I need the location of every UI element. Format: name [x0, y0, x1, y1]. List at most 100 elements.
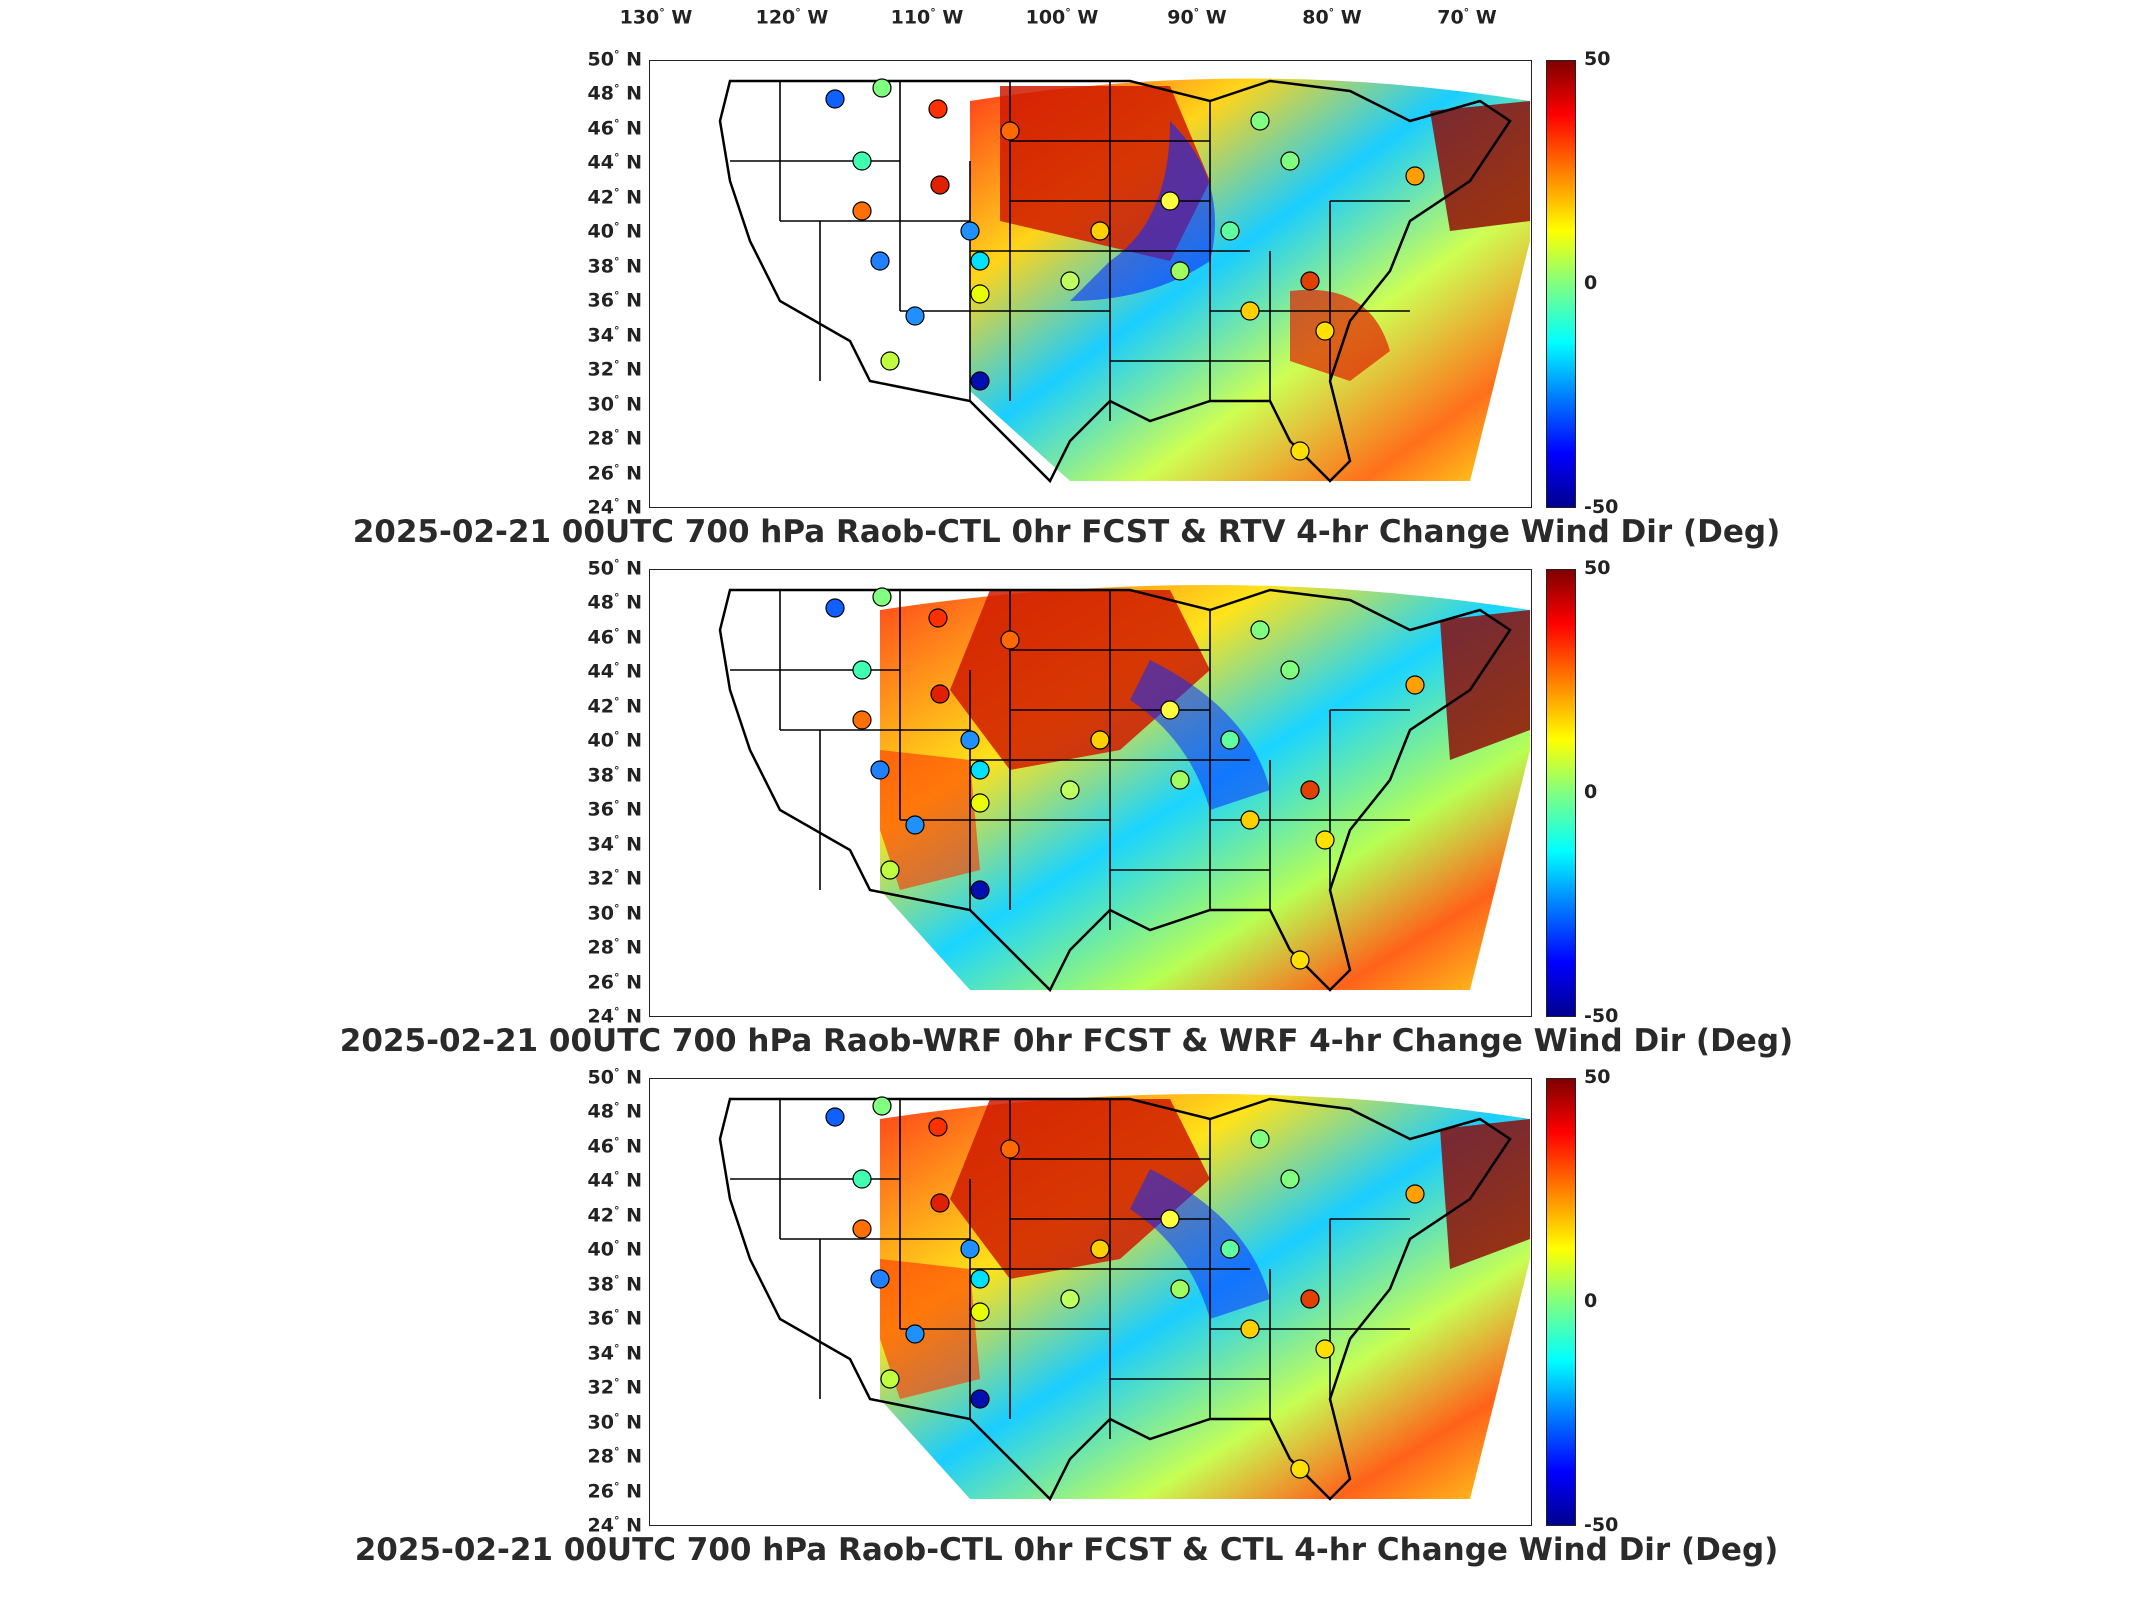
- lat-label: 24° N: [587, 496, 642, 519]
- raob-marker: [880, 1369, 900, 1389]
- raob-marker: [905, 306, 925, 326]
- raob-marker: [1290, 950, 1310, 970]
- raob-markers: [825, 587, 1425, 970]
- colorbar-tick-mid: 0: [1584, 272, 1598, 294]
- raob-marker: [880, 860, 900, 880]
- raob-marker: [825, 598, 845, 618]
- map-panel-2: 50 0 -50 2025-02-21 00UTC 700 hPa Raob-W…: [0, 557, 2133, 1084]
- lon-label: 110° W: [890, 6, 964, 29]
- raob-marker: [852, 151, 872, 171]
- lat-label: 32° N: [587, 1376, 642, 1399]
- raob-marker: [852, 710, 872, 730]
- colorbar: [1546, 60, 1576, 508]
- lat-label: 42° N: [587, 694, 642, 718]
- colorbar-tick-mid: 0: [1584, 781, 1598, 803]
- lat-label: 34° N: [587, 1341, 642, 1365]
- raob-marker: [1315, 830, 1335, 850]
- lat-label: 48° N: [587, 1100, 642, 1123]
- raob-marker: [852, 1219, 872, 1239]
- lat-label: 30° N: [587, 901, 642, 924]
- lat-label: 46° N: [587, 116, 642, 140]
- map-frame: [649, 60, 1532, 508]
- raob-marker: [1160, 191, 1180, 211]
- lat-label: 36° N: [587, 798, 642, 821]
- lat-label: 44° N: [587, 660, 642, 683]
- map-canvas: [718, 585, 1530, 993]
- raob-marker: [870, 1269, 890, 1289]
- lat-label: 40° N: [587, 729, 642, 752]
- raob-marker: [905, 815, 925, 835]
- panel-title: 2025-02-21 00UTC 700 hPa Raob-WRF 0hr FC…: [339, 1023, 1794, 1059]
- lat-label: 50° N: [587, 557, 642, 580]
- state-borders: [730, 590, 1410, 930]
- raob-marker: [970, 1302, 990, 1322]
- lon-label: 90° W: [1167, 6, 1227, 29]
- raob-marker: [970, 793, 990, 813]
- raob-marker: [852, 660, 872, 680]
- raob-marker: [852, 201, 872, 221]
- raob-marker: [970, 880, 990, 900]
- map-frame: [649, 1078, 1532, 1526]
- raob-marker: [1300, 1289, 1320, 1309]
- lat-label: 42° N: [587, 1203, 642, 1227]
- raob-marker: [872, 587, 892, 607]
- lat-label: 42° N: [587, 185, 642, 209]
- us-outline: [718, 1097, 1512, 1502]
- raob-marker: [970, 284, 990, 304]
- raob-marker: [970, 251, 990, 271]
- wind-field-red: [1290, 289, 1390, 381]
- lat-label: 34° N: [587, 832, 642, 856]
- raob-marker: [1240, 810, 1260, 830]
- raob-marker: [1000, 121, 1020, 141]
- raob-marker: [905, 1324, 925, 1344]
- lon-label: 100° W: [1025, 6, 1099, 29]
- wind-field-red: [1440, 610, 1530, 760]
- map-canvas: [718, 1094, 1530, 1502]
- lat-label: 32° N: [587, 867, 642, 890]
- lat-label: 32° N: [587, 358, 642, 381]
- raob-marker: [1000, 1139, 1020, 1159]
- raob-marker: [872, 1096, 892, 1116]
- raob-marker: [1060, 780, 1080, 800]
- lat-label: 44° N: [587, 1169, 642, 1192]
- colorbar: [1546, 1078, 1576, 1526]
- colorbar-tick-min: -50: [1584, 1005, 1619, 1027]
- raob-marker: [1280, 151, 1300, 171]
- lon-label: 70° W: [1437, 6, 1497, 29]
- raob-marker: [1300, 780, 1320, 800]
- raob-marker: [1090, 221, 1110, 241]
- raob-marker: [872, 78, 892, 98]
- wind-field-blue: [1130, 1169, 1270, 1319]
- lon-label: 80° W: [1302, 6, 1362, 29]
- raob-marker: [960, 1239, 980, 1259]
- lat-label: 24° N: [587, 1514, 642, 1537]
- raob-marker: [1160, 1209, 1180, 1229]
- state-borders: [730, 81, 1410, 421]
- raob-marker: [1315, 1339, 1335, 1359]
- lat-label: 38° N: [587, 254, 642, 278]
- raob-marker: [870, 760, 890, 780]
- raob-markers: [825, 1096, 1425, 1479]
- lat-label: 48° N: [587, 82, 642, 105]
- raob-marker: [1170, 1279, 1190, 1299]
- raob-marker: [930, 684, 950, 704]
- lon-label: 130° W: [619, 6, 693, 29]
- colorbar-tick-min: -50: [1584, 496, 1619, 518]
- lat-label: 40° N: [587, 1238, 642, 1261]
- lat-label: 34° N: [587, 323, 642, 347]
- raob-marker: [928, 1117, 948, 1137]
- lat-label: 50° N: [587, 1066, 642, 1089]
- raob-marker: [1405, 675, 1425, 695]
- raob-marker: [825, 89, 845, 109]
- wind-field-blue: [1130, 660, 1270, 810]
- map-canvas: [718, 78, 1530, 484]
- raob-marker: [1090, 1239, 1110, 1259]
- raob-marker: [1170, 261, 1190, 281]
- panel-title: 2025-02-21 00UTC 700 hPa Raob-CTL 0hr FC…: [354, 1532, 1779, 1568]
- raob-marker: [1250, 111, 1270, 131]
- raob-marker: [1300, 271, 1320, 291]
- raob-marker: [1170, 770, 1190, 790]
- lat-label: 46° N: [587, 1134, 642, 1158]
- raob-marker: [1160, 700, 1180, 720]
- raob-marker: [870, 251, 890, 271]
